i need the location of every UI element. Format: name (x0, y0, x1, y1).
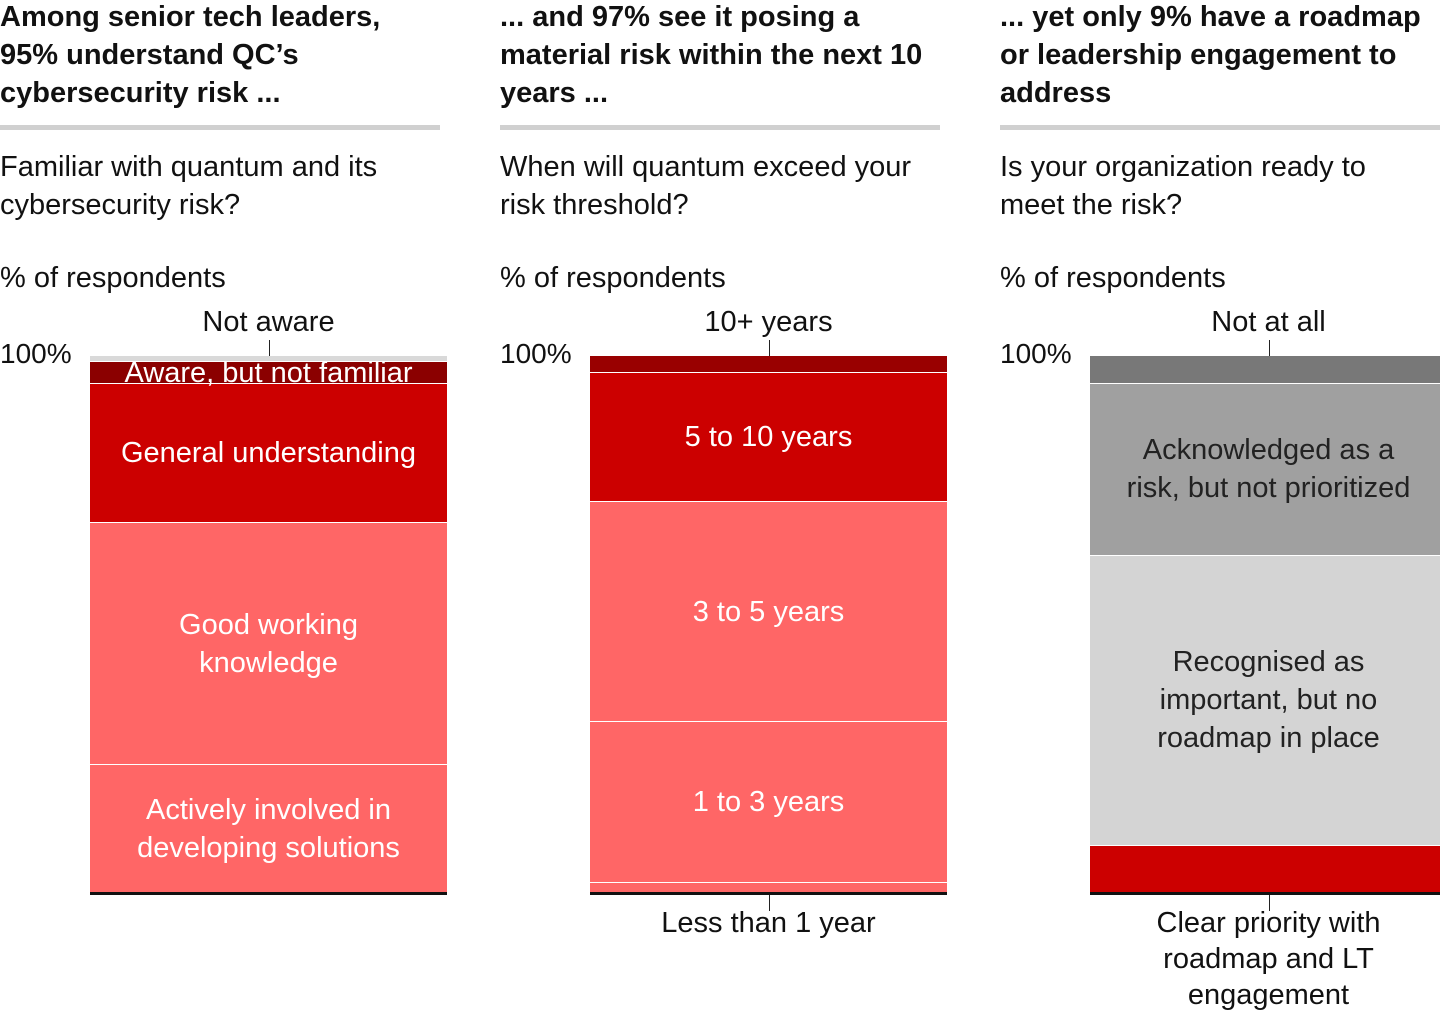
segment-label: Less than 1 year (661, 907, 876, 939)
segment-label: Not at all (1211, 306, 1326, 338)
panel-title: Among senior tech leaders, 95% understan… (0, 1, 381, 109)
bar-segment: Aware, but not familiar (90, 357, 447, 389)
leader-line (768, 340, 770, 356)
leader-line (1268, 893, 1270, 911)
panel-subtitle: When will quantum exceed your risk thres… (500, 151, 912, 221)
bar-segment: Acknowledged as a risk, but not prioriti… (1090, 382, 1440, 555)
segment-label: Aware, but not familiar (124, 356, 413, 389)
baseline (590, 892, 947, 895)
segment-label: Not aware (202, 306, 335, 338)
divider (1000, 125, 1440, 130)
leader-line (268, 340, 270, 356)
panel: ... yet only 9% have a roadmap or leader… (1000, 0, 1440, 1013)
segment-label: Good working knowledge (179, 608, 358, 679)
leader-line (1268, 340, 1270, 356)
bar-segment (90, 356, 447, 362)
bar-segment (590, 882, 947, 893)
bar-segment: Good working knowledge (90, 522, 447, 765)
bar-segment (590, 356, 947, 373)
panel-title: ... yet only 9% have a roadmap or leader… (1000, 1, 1421, 109)
baseline (1090, 892, 1440, 895)
y-axis-label: % of respondents (1000, 262, 1226, 294)
y-tick-label: 100% (1000, 338, 1072, 369)
leader-line (768, 893, 770, 911)
panel-title: ... and 97% see it posing a material ris… (500, 1, 923, 109)
segment-label: Actively involved in developing solution… (137, 794, 400, 865)
baseline (90, 892, 447, 895)
segment-label: Acknowledged as a risk, but not prioriti… (1126, 434, 1411, 505)
segment-label: 10+ years (704, 306, 833, 338)
segment-label: 1 to 3 years (692, 786, 845, 819)
segment-label: General understanding (120, 437, 417, 470)
segment-label: Clear priority with roadmap and LT engag… (1156, 907, 1381, 1011)
panel-subtitle: Familiar with quantum and its cybersecur… (0, 151, 378, 221)
divider (0, 125, 440, 130)
y-axis-label: % of respondents (0, 262, 226, 294)
bar-segment: General understanding (90, 382, 447, 523)
panel-subtitle: Is your organization ready to meet the r… (1000, 151, 1366, 221)
divider (500, 125, 940, 130)
bar-segment: 3 to 5 years (590, 500, 947, 722)
bar-segment: Recognised as important, but no roadmap … (1090, 554, 1440, 845)
segment-label: Recognised as important, but no roadmap … (1157, 646, 1380, 755)
segment-label: 3 to 5 years (692, 595, 845, 628)
y-tick-label: 100% (500, 338, 572, 369)
bar-segment (1090, 844, 1440, 893)
segment-label: 5 to 10 years (684, 421, 853, 454)
bar-segment (1090, 356, 1440, 383)
bar-segment: 5 to 10 years (590, 372, 947, 501)
y-tick-label: 100% (0, 338, 72, 369)
panel: ... and 97% see it posing a material ris… (500, 0, 947, 1013)
bar-segment: 1 to 3 years (590, 721, 947, 883)
panel: Among senior tech leaders, 95% understan… (0, 0, 447, 1013)
y-axis-label: % of respondents (500, 262, 726, 294)
bar-segment: Actively involved in developing solution… (90, 764, 447, 893)
